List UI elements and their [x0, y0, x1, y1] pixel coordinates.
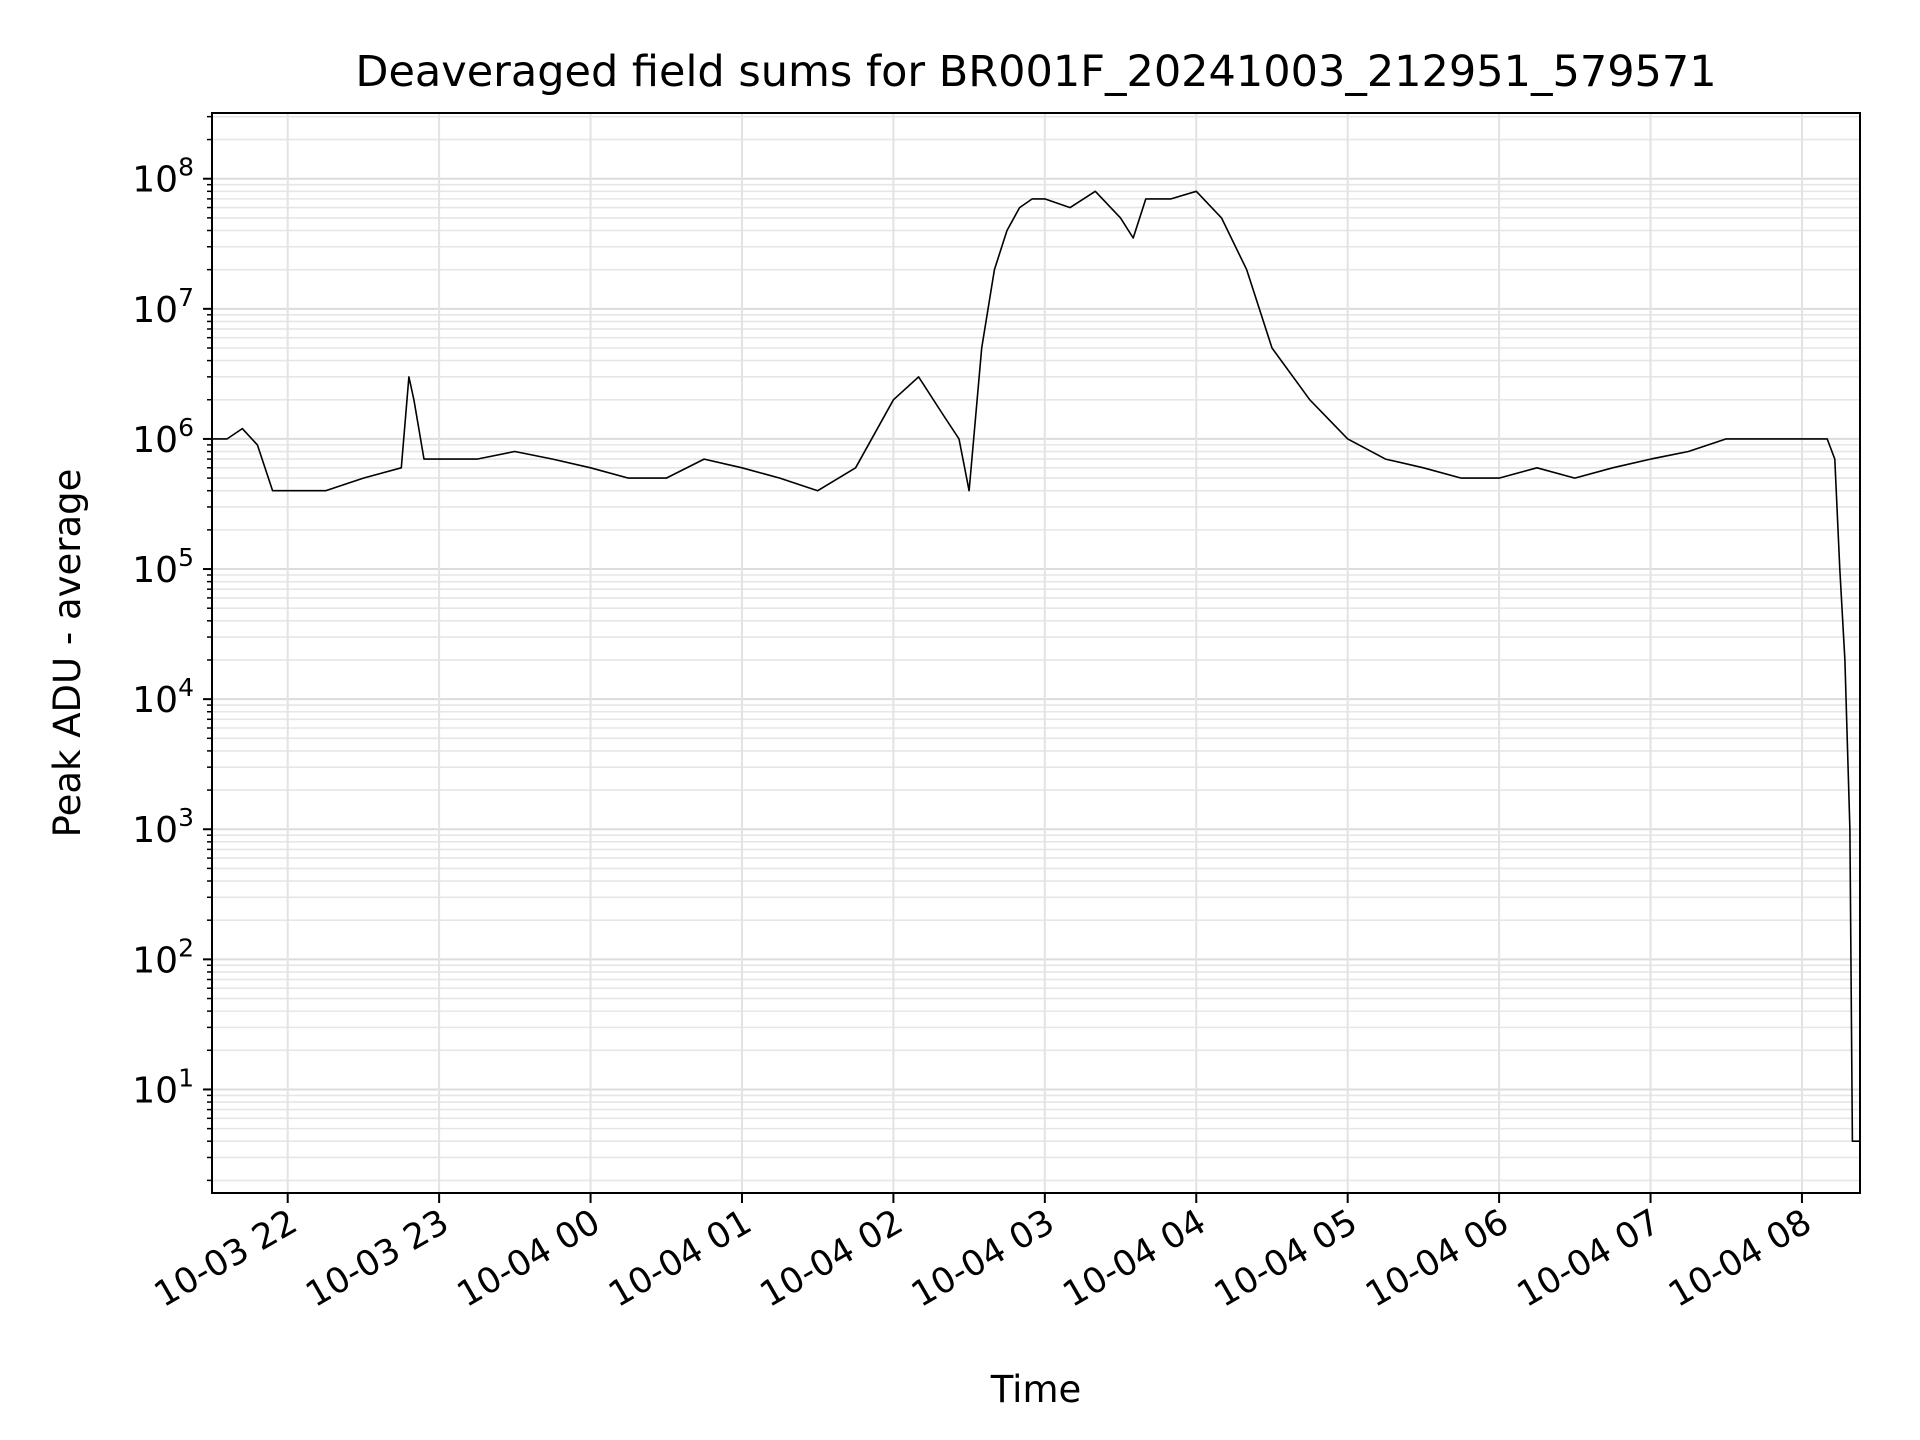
series-layer — [212, 190, 1860, 1142]
y-tick-label: 105 — [132, 543, 194, 591]
y-tick-label: 101 — [132, 1063, 194, 1111]
y-tick-label: 104 — [132, 673, 194, 721]
chart-title: Deaveraged field sums for BR001F_2024100… — [355, 47, 1716, 97]
y-tick-label: 106 — [132, 413, 194, 461]
x-axis-label: Time — [990, 1368, 1082, 1411]
plot-frame — [211, 112, 1861, 1194]
grid — [212, 113, 1860, 1193]
y-axis-label: Peak ADU - average — [46, 469, 89, 838]
series-line-0 — [212, 190, 1860, 1142]
y-tick-label: 108 — [132, 153, 194, 201]
y-tick-label: 103 — [132, 803, 194, 851]
y-tick-label: 102 — [132, 933, 194, 981]
y-tick-label: 107 — [132, 283, 194, 331]
